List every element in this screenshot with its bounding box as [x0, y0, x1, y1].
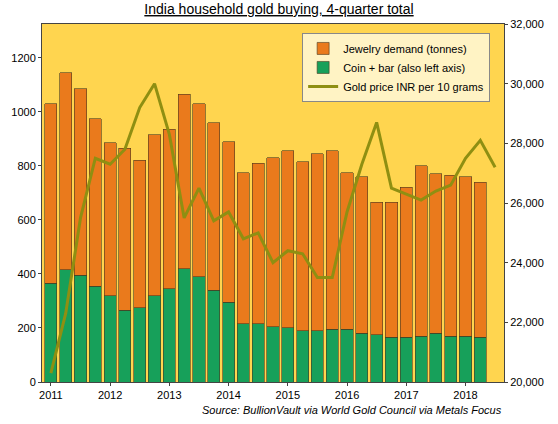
- svg-text:2017: 2017: [394, 389, 418, 401]
- svg-text:28,000: 28,000: [510, 137, 544, 149]
- svg-text:2018: 2018: [453, 389, 477, 401]
- svg-text:Coin + bar (also left axis): Coin + bar (also left axis): [343, 62, 465, 74]
- svg-text:600: 600: [17, 214, 35, 226]
- svg-text:2016: 2016: [335, 389, 359, 401]
- svg-text:India household gold buying, 4: India household gold buying, 4-quarter t…: [144, 1, 413, 17]
- svg-text:Jewelry demand (tonnes): Jewelry demand (tonnes): [343, 43, 467, 55]
- svg-text:800: 800: [17, 160, 35, 172]
- svg-text:2011: 2011: [39, 389, 63, 401]
- svg-text:200: 200: [17, 322, 35, 334]
- svg-text:400: 400: [17, 268, 35, 280]
- svg-text:1000: 1000: [11, 106, 35, 118]
- svg-text:1200: 1200: [11, 52, 35, 64]
- svg-text:0: 0: [30, 376, 36, 388]
- svg-text:32,000: 32,000: [510, 18, 544, 30]
- svg-text:20,000: 20,000: [510, 376, 544, 388]
- svg-text:26,000: 26,000: [510, 197, 544, 209]
- svg-text:22,000: 22,000: [510, 316, 544, 328]
- svg-text:2015: 2015: [276, 389, 300, 401]
- svg-text:30,000: 30,000: [510, 78, 544, 90]
- svg-text:2014: 2014: [216, 389, 240, 401]
- svg-text:2013: 2013: [157, 389, 181, 401]
- svg-text:24,000: 24,000: [510, 257, 544, 269]
- svg-text:Source: BullionVault via World: Source: BullionVault via World Gold Coun…: [202, 404, 502, 416]
- svg-text:Gold price INR per 10 grams: Gold price INR per 10 grams: [343, 81, 483, 93]
- svg-text:2012: 2012: [98, 389, 122, 401]
